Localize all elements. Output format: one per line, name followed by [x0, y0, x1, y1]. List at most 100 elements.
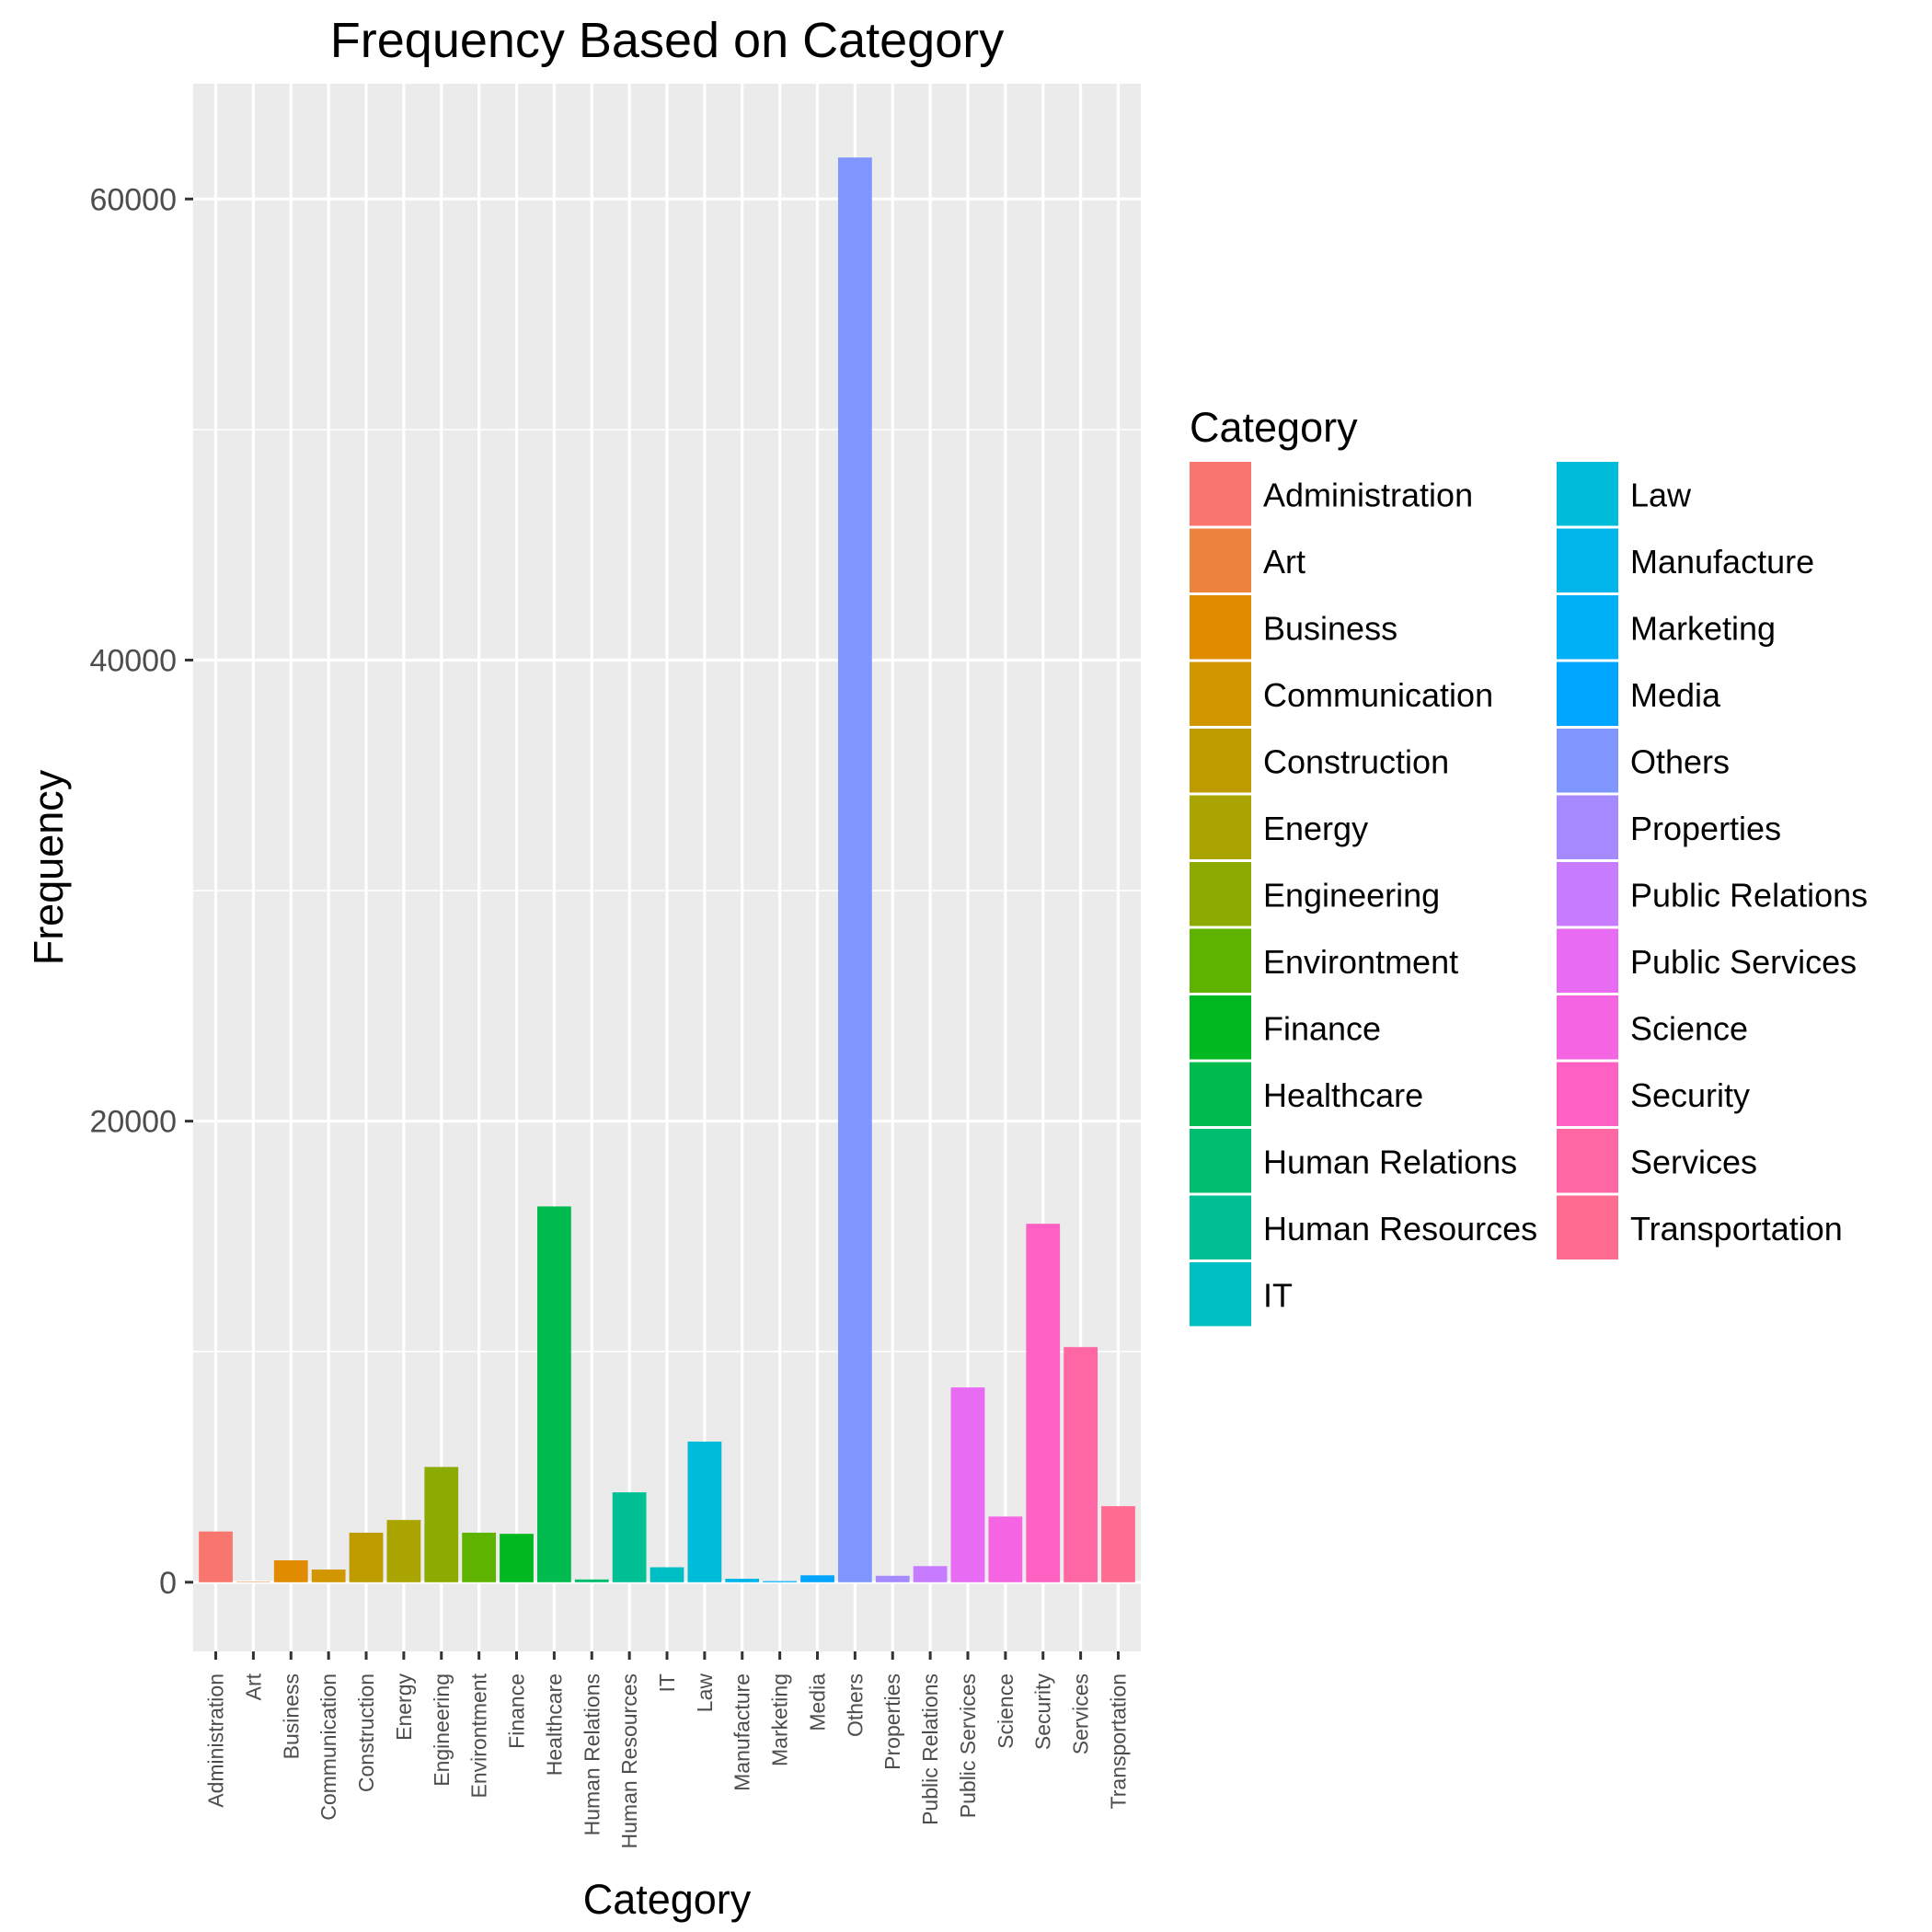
bar — [236, 1581, 270, 1582]
legend-swatch — [1557, 661, 1618, 726]
x-tick-label: Law — [693, 1673, 717, 1713]
y-tick-label: 0 — [159, 1566, 177, 1601]
y-tick-label: 60000 — [89, 182, 177, 217]
legend-swatch — [1557, 1129, 1618, 1193]
bar — [650, 1567, 684, 1582]
legend-label: Energy — [1263, 810, 1368, 847]
bar — [950, 1387, 985, 1582]
legend-swatch — [1190, 661, 1251, 726]
legend: Category Administration Art Business Commun… — [1190, 404, 1868, 1327]
legend-label: Law — [1630, 476, 1692, 513]
x-tick-label: Security — [1031, 1673, 1055, 1751]
legend-swatch — [1190, 1195, 1251, 1259]
legend-label: Properties — [1630, 810, 1781, 847]
legend-label: Environtment — [1263, 943, 1458, 981]
x-tick-label: Art — [241, 1673, 265, 1700]
x-tick-label: Science — [994, 1673, 1018, 1749]
bar — [837, 157, 872, 1582]
bar — [536, 1206, 571, 1582]
legend-label: Construction — [1263, 742, 1449, 780]
legend-label: Marketing — [1630, 609, 1776, 647]
legend-swatch — [1557, 862, 1618, 926]
bar — [500, 1534, 534, 1582]
legend-label: Public Relations — [1630, 876, 1868, 914]
legend-label: Healthcare — [1263, 1076, 1423, 1114]
bar — [763, 1581, 798, 1582]
y-axis-title: Frequency — [25, 769, 72, 965]
x-axis: Administration Art Business Communication Co… — [204, 1651, 1130, 1848]
legend-swatch — [1190, 595, 1251, 660]
x-tick-label: Marketing — [768, 1673, 792, 1766]
x-tick-label: Construction — [354, 1673, 378, 1792]
legend-swatch — [1190, 862, 1251, 926]
legend-swatch — [1557, 1062, 1618, 1126]
x-tick-label: Finance — [505, 1673, 529, 1749]
x-tick-label: Public Relations — [918, 1673, 942, 1825]
x-tick-label: Human Relations — [580, 1673, 604, 1835]
legend-swatch — [1557, 528, 1618, 592]
legend-swatch — [1557, 995, 1618, 1060]
legend-swatch — [1557, 928, 1618, 993]
legend-swatch — [1190, 729, 1251, 793]
bar — [273, 1560, 308, 1582]
bar — [199, 1531, 233, 1582]
bar — [349, 1532, 384, 1582]
bar — [311, 1570, 346, 1582]
x-tick-label: Administration — [204, 1673, 228, 1808]
legend-swatch — [1190, 1262, 1251, 1327]
x-axis-title: Category — [583, 1876, 752, 1923]
legend-swatch — [1190, 795, 1251, 859]
x-tick-label: Transportation — [1106, 1673, 1130, 1809]
bar — [913, 1566, 948, 1582]
x-tick-label: Engineering — [430, 1673, 454, 1787]
legend-label: Public Services — [1630, 943, 1857, 981]
legend-label: Human Relations — [1263, 1143, 1517, 1180]
legend-label: Others — [1630, 742, 1730, 780]
bar — [462, 1532, 497, 1582]
x-tick-label: Environtment — [467, 1673, 491, 1798]
x-tick-label: Properties — [880, 1673, 904, 1770]
legend-label: Security — [1630, 1076, 1750, 1114]
legend-label: Business — [1263, 609, 1397, 647]
bar — [687, 1441, 722, 1582]
legend-label: Services — [1630, 1143, 1757, 1180]
bar — [1101, 1506, 1135, 1582]
legend-swatch — [1557, 595, 1618, 660]
legend-swatch — [1557, 795, 1618, 859]
chart-title: Frequency Based on Category — [330, 13, 1004, 68]
x-tick-label: Communication — [316, 1673, 340, 1821]
y-tick-label: 40000 — [89, 643, 177, 678]
x-tick-label: Public Services — [956, 1673, 980, 1818]
x-tick-label: Energy — [392, 1673, 416, 1741]
legend-label: Administration — [1263, 476, 1473, 513]
legend-label: Communication — [1263, 676, 1493, 714]
legend-swatch — [1557, 1195, 1618, 1259]
bar — [800, 1575, 834, 1582]
legend-swatch — [1190, 528, 1251, 592]
bar — [574, 1579, 609, 1582]
legend-label: Media — [1630, 676, 1721, 714]
grid-lines — [193, 84, 1141, 1651]
legend-label: Engineering — [1263, 876, 1440, 914]
bars — [199, 157, 1135, 1582]
x-tick-label: Manufacture — [730, 1673, 754, 1791]
legend-title: Category — [1190, 404, 1358, 451]
bar — [424, 1466, 459, 1582]
legend-swatch — [1190, 1062, 1251, 1126]
x-tick-label: Services — [1069, 1673, 1093, 1754]
legend-label: Art — [1263, 543, 1305, 581]
bar — [386, 1520, 421, 1582]
bar — [1064, 1347, 1098, 1582]
legend-label: Manufacture — [1630, 543, 1814, 581]
legend-swatch — [1190, 1129, 1251, 1193]
legend-label: Science — [1630, 1009, 1748, 1047]
legend-swatch — [1190, 928, 1251, 993]
legend-swatch — [1190, 462, 1251, 526]
legend-swatch — [1557, 729, 1618, 793]
x-tick-label: Media — [805, 1673, 829, 1731]
bar — [1026, 1224, 1061, 1582]
legend-label: IT — [1263, 1276, 1293, 1314]
y-axis: 0 20000 40000 60000 — [89, 182, 193, 1601]
x-tick-label: Human Resources — [617, 1673, 641, 1848]
